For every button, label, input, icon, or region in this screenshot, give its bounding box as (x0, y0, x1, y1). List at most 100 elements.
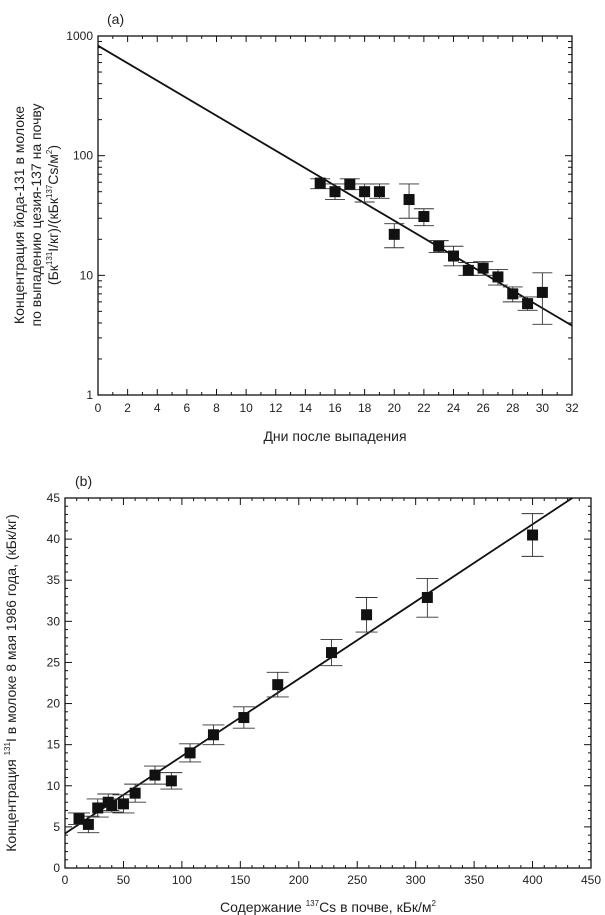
panel-a-frame (97, 35, 573, 396)
panel-b-points (73, 529, 539, 830)
data-point (373, 186, 385, 198)
y-tick-label: 100 (73, 149, 93, 163)
panel-b-fit (64, 497, 573, 835)
y-tick-label: 45 (47, 491, 61, 505)
data-point (361, 609, 373, 621)
x-tick-label: 28 (506, 401, 520, 415)
panel-a: (a) 0 2 4 6 8 10 12 14 16 18 20 22 24 26 28 30 321101001… (11, 11, 579, 444)
panel-b-x-axis-title: Содержание 137Cs в почве, кБк/м2 (220, 899, 437, 915)
panel-a-y-axis-title-line-3: (Бк131I/кг)/(кБк137Cs/м2) (45, 145, 61, 285)
label-text: Содержание (220, 899, 306, 915)
label-text: Концентрация (3, 755, 19, 851)
x-tick-label: 12 (269, 401, 283, 415)
data-point (462, 264, 474, 276)
data-point (129, 787, 141, 799)
label-text: Cs/м (45, 154, 61, 185)
data-point (421, 591, 433, 603)
panel-b-label: (b) (75, 473, 92, 489)
label-text: Cs в почве, кБк/м (319, 899, 431, 915)
superscript: 131 (3, 741, 12, 755)
data-point (527, 529, 539, 541)
y-tick-label: 1000 (66, 29, 93, 43)
y-tick-label: 10 (80, 268, 94, 282)
data-point (238, 712, 250, 724)
data-point (448, 250, 459, 262)
x-tick-label: 0 (95, 401, 102, 415)
x-tick-label: 250 (347, 873, 367, 887)
panel-a-y-axis-title: Концентрация йода-131 в молоке по выпаде… (11, 104, 61, 327)
x-tick-label: 30 (536, 401, 550, 415)
label-text: (Бк (45, 264, 61, 285)
superscript: 2 (432, 899, 437, 908)
x-tick-label: 24 (447, 401, 461, 415)
label-text: I/кг)/(кБк (45, 197, 61, 252)
x-tick-label: 350 (464, 873, 484, 887)
panel-a-x-axis-title: Дни после выпадения (263, 428, 406, 444)
panel-b: (b) 0 50 100 150 200 250 300 350 400 450 0 5 10 15 20 2… (3, 473, 601, 915)
data-point (492, 271, 504, 283)
data-point (388, 228, 400, 240)
x-tick-label: 6 (184, 401, 191, 415)
data-point (507, 288, 519, 300)
label-text: ) (45, 145, 61, 150)
x-tick-label: 20 (388, 401, 402, 415)
data-point (326, 647, 338, 659)
data-point (272, 679, 284, 691)
superscript: 131 (45, 251, 54, 265)
panel-b-frame (64, 497, 592, 869)
x-tick-label: 200 (289, 873, 309, 887)
x-tick-label: 10 (239, 401, 253, 415)
data-point (522, 298, 534, 310)
data-point (92, 802, 104, 814)
panel-a-error-bars (310, 178, 553, 325)
x-tick-label: 32 (565, 401, 579, 415)
y-tick-label: 35 (47, 573, 61, 587)
y-tick-label: 30 (47, 614, 61, 628)
data-point (165, 775, 177, 787)
panel-a-y-axis-title-line-1: Концентрация йода-131 в молоке (11, 106, 27, 324)
x-tick-label: 100 (172, 873, 192, 887)
y-tick-label: 15 (47, 738, 61, 752)
fit-line (64, 497, 573, 835)
panel-b-ticks: 0 50 100 150 200 250 300 350 400 450 0 5 10 15 20 25 30 3… (47, 491, 602, 887)
x-tick-label: 300 (406, 873, 426, 887)
x-tick-label: 400 (523, 873, 543, 887)
panel-a-y-axis-title-line-2: по выпадению цезия-137 на почву (28, 104, 44, 327)
data-point (314, 177, 326, 189)
data-point (184, 747, 196, 759)
data-point (536, 286, 548, 298)
data-point (82, 818, 94, 830)
data-point (73, 813, 85, 825)
y-tick-label: 1 (86, 388, 93, 402)
superscript: 137 (306, 899, 320, 908)
y-tick-label: 10 (47, 779, 61, 793)
data-point (418, 211, 430, 223)
y-tick-label: 20 (47, 697, 61, 711)
panel-a-points (314, 177, 548, 310)
data-point (433, 240, 445, 252)
panel-b-error-bars (68, 513, 544, 834)
x-tick-label: 18 (358, 401, 372, 415)
y-tick-label: 5 (53, 820, 60, 834)
x-tick-label: 150 (230, 873, 250, 887)
superscript: 2 (45, 149, 54, 154)
x-tick-label: 22 (417, 401, 431, 415)
x-tick-label: 50 (117, 873, 131, 887)
panel-b-y-axis-title: Концентрация 131I в молоке 8 мая 1986 го… (3, 514, 19, 852)
x-tick-label: 450 (581, 873, 601, 887)
data-point (359, 186, 371, 198)
data-point (403, 194, 415, 206)
x-tick-label: 2 (124, 401, 131, 415)
data-point (149, 769, 161, 781)
data-point (477, 262, 489, 274)
data-point (329, 186, 341, 198)
y-tick-label: 0 (53, 861, 60, 875)
x-tick-label: 26 (476, 401, 490, 415)
x-tick-label: 8 (213, 401, 220, 415)
data-point (106, 800, 118, 812)
x-tick-label: 14 (299, 401, 313, 415)
data-point (117, 798, 129, 810)
superscript: 137 (45, 184, 54, 198)
